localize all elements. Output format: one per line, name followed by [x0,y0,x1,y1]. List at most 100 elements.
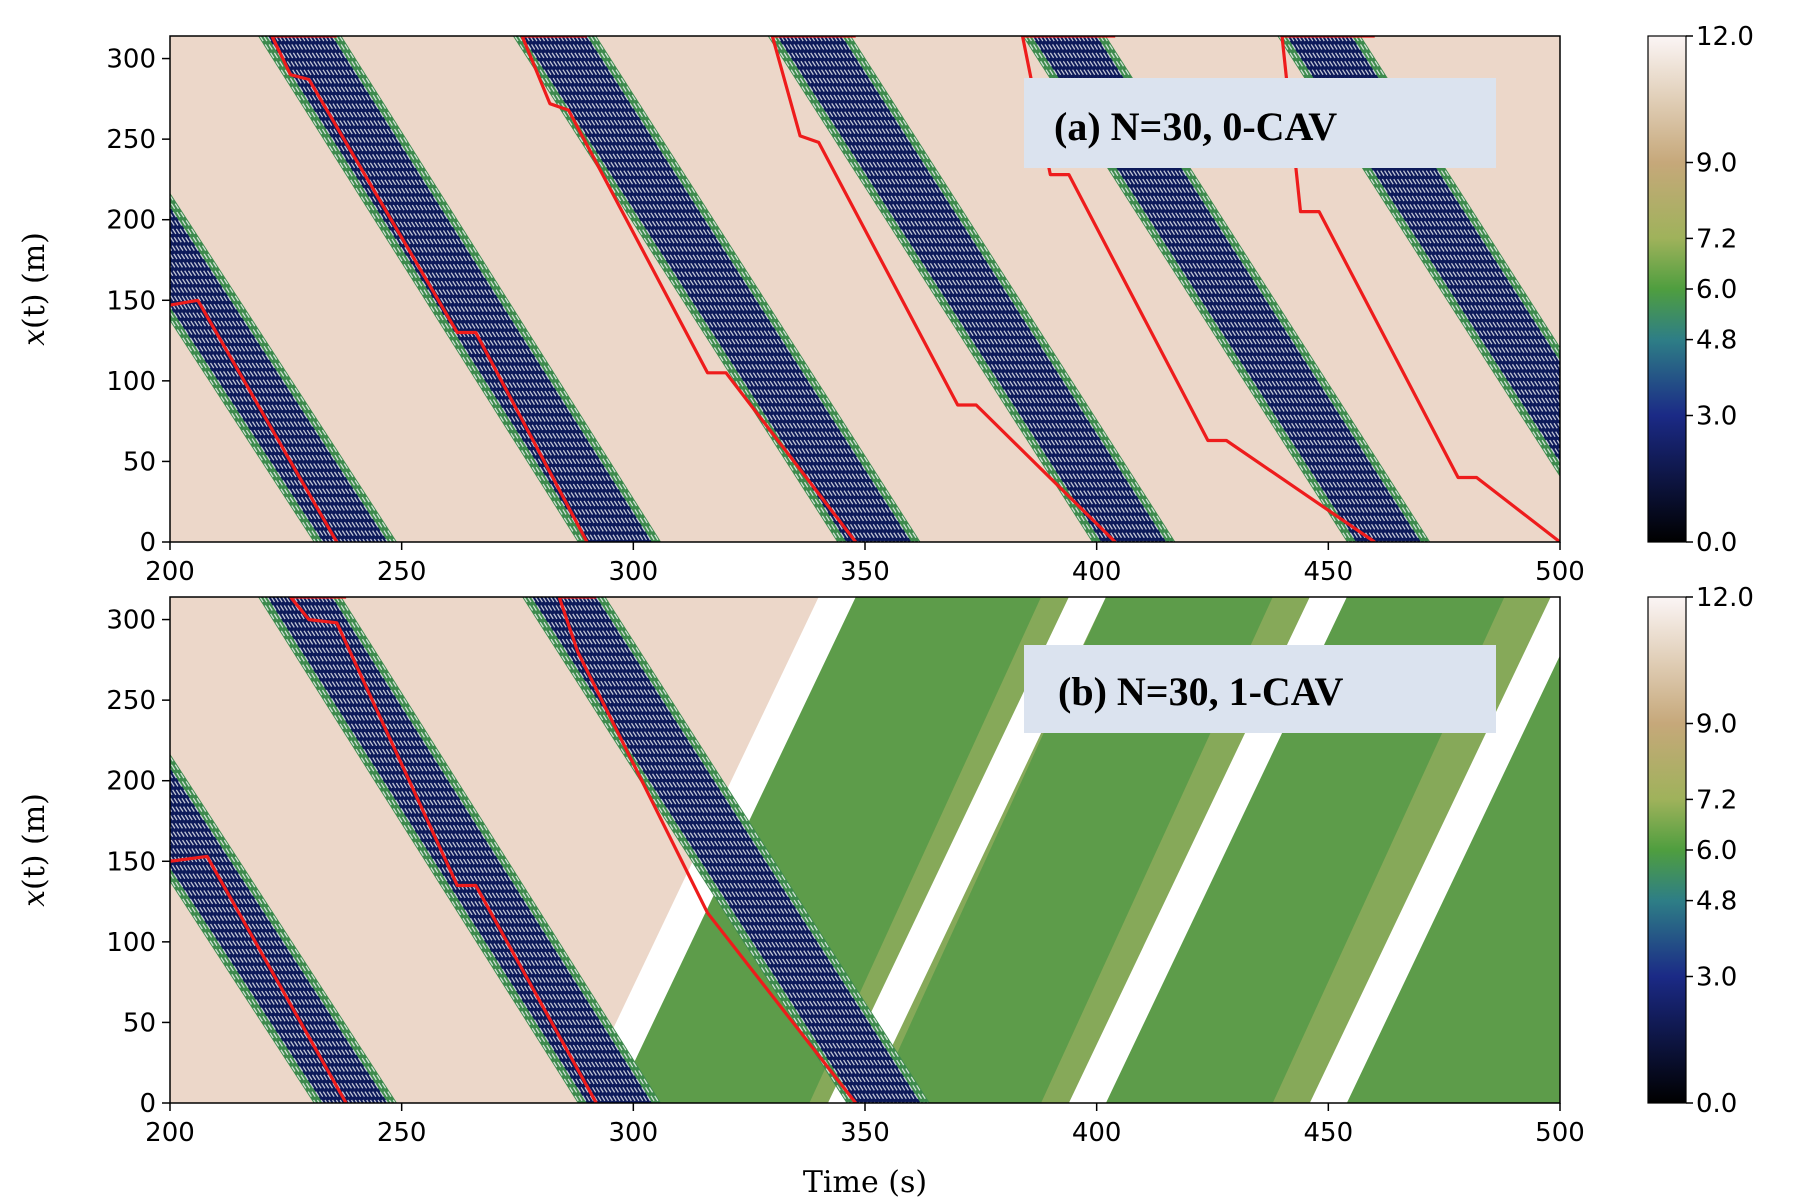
y-tick-label: 100 [106,367,156,397]
vehicle-stripe [170,761,392,1103]
jam-band-edge [170,753,398,1103]
vehicle-stripe [170,796,370,1103]
x-tick-label: 350 [840,1118,890,1148]
colorbar-tick-label: 12.0 [1696,583,1754,613]
vehicle-stripe [170,790,373,1103]
vehicle-stripe [170,229,373,542]
colorbar-tick-label: 0.0 [1696,1089,1737,1119]
vehicle-stripe [599,597,925,1103]
x-tick-label: 250 [377,557,427,587]
vehicle-stripe [572,597,899,1103]
vehicle-stripe [550,597,876,1103]
vehicle-stripe [568,597,895,1103]
vehicle-stripe [590,36,916,542]
vehicle-stripe [170,755,396,1103]
vehicle-stripe [810,36,1137,542]
panel-a-ylabel-arg: (t) [17,294,52,329]
vehicle-stripe [784,36,1110,542]
vehicle-stripe [574,36,901,542]
vehicle-stripe [567,36,893,542]
vehicle-stripe [822,36,1148,542]
x-tick-label: 200 [145,1118,195,1148]
colorbar-tick-label: 9.0 [1696,710,1737,740]
vehicle-stripe [593,36,920,542]
panel-a-ylabel-var: x [17,329,52,346]
vehicle-stripe [563,36,889,542]
vehicle-stripe [548,36,874,542]
panel-a-ylabel: x(t) (m) [17,232,52,346]
x-tick-label: 300 [609,557,659,587]
y-tick-label: 150 [106,286,156,316]
panel-b-ylabel-arg: (t) [17,855,52,890]
vehicle-stripe [553,597,880,1103]
y-tick-label: 0 [139,1089,156,1119]
vehicle-stripe [170,778,381,1103]
colorbar-tick-label: 0.0 [1696,528,1737,558]
colorbar-tick-label: 7.2 [1696,785,1737,815]
colorbar-a: 0.0 3.0 4.8 6.0 7.2 9.0 12.0 [1647,22,1754,558]
panel-b-yticks: 0 50 100 150 200 250 300 [106,606,170,1119]
vehicle-stripe [848,36,1175,542]
vehicle-stripe [814,36,1140,542]
y-tick-label: 0 [139,528,156,558]
vehicle-stripe [540,36,867,542]
colorbar-bar [1647,35,1687,543]
y-tick-label: 50 [123,1008,156,1038]
vehicle-stripe [170,825,351,1103]
vehicle-stripe [170,842,339,1103]
colorbar-tick-label: 6.0 [1696,275,1737,305]
panel-b-ylabel-var: x [17,890,52,907]
vehicle-stripe [825,36,1152,542]
vehicle-stripe [170,264,351,542]
vehicle-stripe [769,36,1095,542]
y-tick-label: 250 [106,125,156,155]
panel-a-yticks: 0 50 100 150 200 250 300 [106,45,170,558]
vehicle-stripe [170,854,332,1103]
vehicle-stripe [529,36,855,542]
vehicle-stripe [788,36,1114,542]
colorbar-tick-label: 6.0 [1696,836,1737,866]
vehicle-stripe [170,837,343,1103]
vehicle-stripe [527,597,853,1103]
panel-b-ylabel: x(t) (m) [17,793,52,907]
vehicle-stripe [544,36,870,542]
x-tick-label: 450 [1304,557,1354,587]
vehicle-stripe [170,206,389,542]
vehicle-stripe [170,281,339,542]
y-tick-label: 200 [106,206,156,236]
vehicle-stripe [552,36,878,542]
vehicle-stripe [170,872,320,1103]
panel-a-ylabel-unit: (m) [17,232,52,293]
vehicle-stripe [584,597,910,1103]
colorbar-b: 0.0 3.0 4.8 6.0 7.2 9.0 12.0 [1647,583,1754,1119]
x-tick-label: 400 [1072,557,1122,587]
vehicle-stripe [514,36,840,542]
vehicle-stripe [578,36,905,542]
panel-b-title-box [1024,645,1496,733]
vehicle-stripe [587,597,914,1103]
vehicle-stripe [595,597,921,1103]
panel-a: 0 50 100 150 200 250 300 200 250 300 350 400 450 500… [17,35,1585,587]
x-tick-label: 500 [1535,1118,1585,1148]
vehicle-stripe [818,36,1144,542]
jam-band [531,597,921,1103]
jam-band-edge [170,192,398,542]
vehicle-stripe [791,36,1118,542]
vehicle-stripe [542,597,868,1103]
vehicle-stripe [559,36,886,542]
colorbar-tick-label: 4.8 [1696,887,1737,917]
panel-a-title-box [1024,78,1496,168]
colorbar-tick-label: 7.2 [1696,224,1737,254]
colorbar-tick-label: 4.8 [1696,326,1737,356]
vehicle-stripe [591,597,918,1103]
vehicle-stripe [772,36,1099,542]
vehicle-stripe [170,200,392,542]
vehicle-stripe [170,773,385,1103]
vehicle-stripe [576,597,902,1103]
cav-headway-gap [1309,597,1560,1103]
vehicle-stripe [571,36,897,542]
vehicle-stripe [582,36,908,542]
colorbar-tick-label: 3.0 [1696,963,1737,993]
vehicle-stripe [833,36,1159,542]
